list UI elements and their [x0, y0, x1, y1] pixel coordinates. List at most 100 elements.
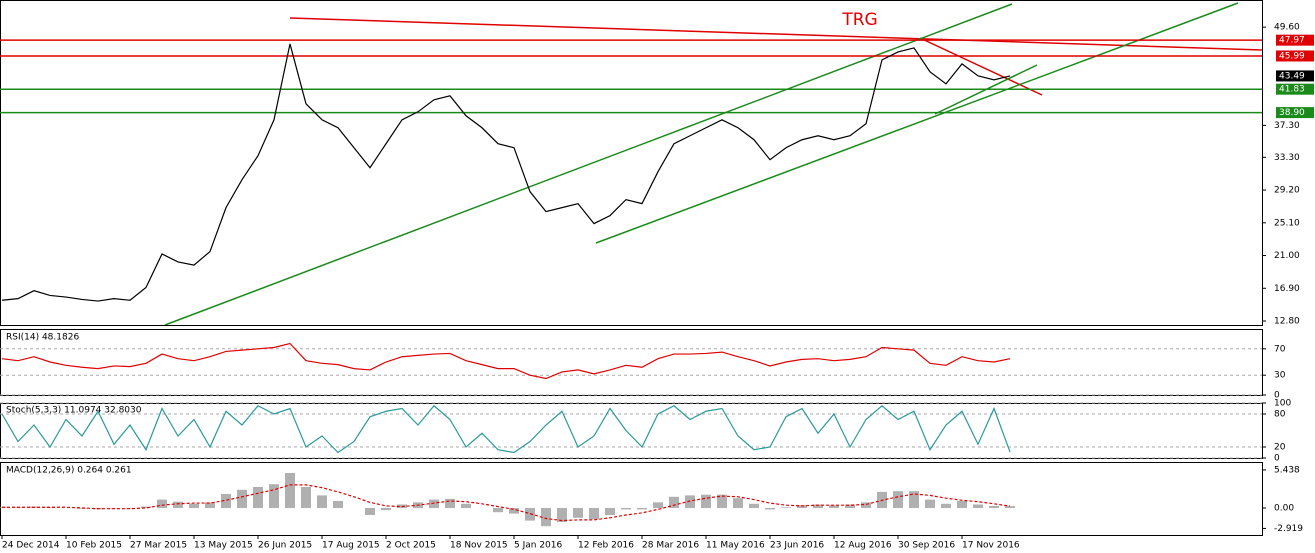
histogram-bar	[621, 507, 631, 510]
y-tick-label: 100	[1274, 399, 1291, 409]
y-tick-label: 20	[1274, 443, 1286, 453]
panel-frame	[0, 462, 1263, 536]
panel-title: Stoch(5,3,3) 11.0974 32.8030	[6, 406, 142, 416]
histogram-bar	[269, 484, 279, 508]
histogram-bar	[301, 486, 311, 508]
histogram-bar	[893, 491, 903, 508]
histogram-bar	[509, 507, 519, 514]
series-line	[1, 404, 1011, 454]
y-tick-label: 70	[1274, 344, 1286, 354]
x-tick-label: 27 Mar 2015	[130, 541, 187, 551]
histogram-bar	[589, 507, 599, 520]
level-label-box	[1276, 34, 1314, 46]
y-tick-label: 12.80	[1274, 317, 1300, 327]
panel-frame	[0, 0, 1263, 326]
histogram-bar	[733, 498, 743, 508]
histogram-bar	[365, 507, 375, 515]
histogram-bar	[989, 505, 999, 508]
x-tick-label: 2 Oct 2015	[386, 541, 436, 551]
histogram-bar	[461, 503, 471, 508]
level-label: 41.83	[1279, 85, 1305, 95]
histogram-bar	[557, 507, 567, 522]
histogram-bar	[173, 501, 183, 508]
channel-line	[595, 2, 1239, 244]
histogram-bar	[189, 503, 199, 508]
histogram-bar	[285, 472, 295, 508]
histogram-bar	[381, 507, 391, 511]
resistance-line	[289, 17, 1263, 51]
histogram-bar	[317, 495, 327, 508]
histogram-bar	[157, 499, 167, 508]
histogram-bar	[781, 507, 791, 508]
histogram-bar	[797, 505, 807, 508]
histogram-bar	[237, 489, 247, 508]
y-tick-label: 33.30	[1274, 153, 1300, 163]
histogram-bar	[957, 500, 967, 508]
y-tick-label: 37.30	[1274, 121, 1300, 131]
y-tick-label: 0	[1274, 391, 1280, 401]
series-line	[1, 43, 1011, 302]
histogram-bar	[813, 504, 823, 508]
histogram-bar	[909, 491, 919, 508]
histogram-bar	[125, 507, 135, 509]
y-tick-label: 0	[1274, 454, 1280, 464]
histogram-bar	[973, 504, 983, 508]
histogram-bar	[653, 502, 663, 508]
histogram-bar	[685, 495, 695, 508]
histogram-bar	[605, 507, 615, 515]
x-tick-label: 23 Jun 2016	[770, 541, 824, 551]
y-tick-label: 49.60	[1274, 23, 1300, 33]
y-tick-label: 5.438	[1274, 465, 1300, 475]
histogram-bar	[541, 507, 551, 527]
y-tick-label: 16.90	[1274, 284, 1300, 294]
level-label-box	[1276, 83, 1314, 95]
x-tick-label: 12 Aug 2016	[834, 541, 892, 551]
histogram-bar	[445, 498, 455, 508]
x-tick-label: 18 Nov 2015	[450, 541, 508, 551]
series-line	[1, 342, 1011, 380]
y-tick-label: 0.00	[1274, 503, 1294, 513]
histogram-bar	[845, 504, 855, 508]
histogram-bar	[429, 499, 439, 508]
x-tick-label: 10 Feb 2015	[66, 541, 122, 551]
histogram-bar	[941, 503, 951, 508]
level-label: 47.97	[1279, 36, 1305, 46]
histogram-bar	[221, 493, 231, 508]
panel-title: RSI(14) 48.1826	[6, 333, 79, 343]
histogram-bar	[493, 507, 503, 513]
histogram-bar	[141, 506, 151, 508]
x-tick-label: 17 Aug 2015	[322, 541, 380, 551]
histogram-bar	[669, 496, 679, 508]
level-label-box	[1276, 50, 1314, 62]
level-label-box	[1276, 107, 1314, 119]
histogram-bar	[749, 503, 759, 508]
y-tick-label: 30	[1274, 371, 1286, 381]
histogram-bar	[717, 494, 727, 508]
x-tick-label: 13 May 2015	[194, 541, 253, 551]
histogram-bar	[701, 494, 711, 508]
x-tick-label: 24 Dec 2014	[2, 541, 60, 551]
histogram-bar	[1005, 506, 1015, 508]
histogram-bar	[861, 502, 871, 508]
histogram-bar	[925, 499, 935, 508]
x-tick-label: 11 May 2016	[706, 541, 765, 551]
x-tick-label: 17 Nov 2016	[962, 541, 1020, 551]
y-tick-label: 80	[1274, 410, 1286, 420]
histogram-bar	[205, 502, 215, 508]
histogram-bar	[573, 507, 583, 518]
y-tick-label: -2.919	[1274, 524, 1303, 534]
level-label: 38.90	[1279, 108, 1305, 118]
histogram-bar	[637, 507, 647, 510]
resistance-line	[919, 37, 1043, 96]
histogram-bar	[333, 500, 343, 508]
panel-title: MACD(12,26,9) 0.264 0.261	[6, 466, 132, 476]
series-line	[2, 484, 1011, 522]
histogram-bar	[525, 507, 535, 521]
histogram-bar	[765, 507, 775, 510]
x-tick-label: 30 Sep 2016	[898, 541, 955, 551]
y-tick-label: 21.00	[1274, 251, 1300, 261]
y-tick-label: 25.10	[1274, 218, 1300, 228]
level-label-box	[1276, 70, 1314, 82]
chart-title: TRG	[841, 10, 877, 30]
